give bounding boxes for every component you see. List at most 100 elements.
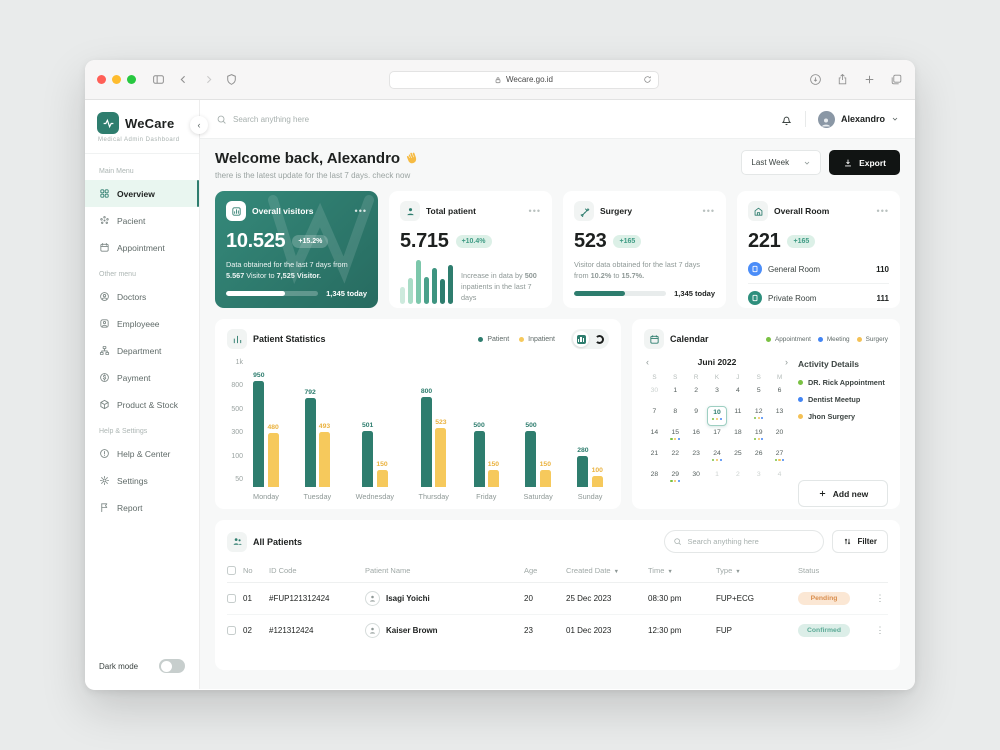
sidebar-item-employeee[interactable]: Employeee bbox=[85, 310, 199, 337]
row-checkbox[interactable] bbox=[227, 594, 236, 603]
doughnut-view-button[interactable] bbox=[591, 331, 607, 347]
back-icon[interactable] bbox=[177, 73, 190, 86]
sidebar-collapse-button[interactable]: ‹ bbox=[190, 116, 208, 134]
sidebar-item-pacient[interactable]: Pacient bbox=[85, 207, 199, 234]
calendar-day[interactable]: 17 bbox=[713, 429, 721, 436]
sidebar-item-settings[interactable]: Settings bbox=[85, 467, 199, 494]
calendar-day[interactable]: 25 bbox=[734, 450, 742, 457]
add-new-button[interactable]: Add new bbox=[798, 480, 888, 507]
sidebar-item-report[interactable]: Report bbox=[85, 494, 199, 521]
calendar-day[interactable]: 4 bbox=[735, 387, 740, 394]
bar-patient[interactable] bbox=[253, 381, 265, 487]
calendar-day[interactable]: 21 bbox=[650, 450, 659, 457]
calendar-day[interactable]: 28 bbox=[650, 471, 659, 478]
tab-overview-icon[interactable] bbox=[890, 73, 903, 86]
more-options-icon[interactable]: ••• bbox=[876, 206, 889, 216]
calendar-day[interactable]: 13 bbox=[775, 408, 784, 415]
new-tab-icon[interactable] bbox=[863, 73, 876, 86]
downloads-icon[interactable] bbox=[809, 73, 822, 86]
calendar-day[interactable]: 30 bbox=[650, 387, 659, 394]
column-header[interactable]: Type ▼ bbox=[716, 566, 741, 575]
calendar-day[interactable]: 3 bbox=[756, 471, 761, 478]
calendar-day[interactable]: 2 bbox=[735, 471, 740, 478]
more-options-icon[interactable]: ••• bbox=[702, 206, 715, 216]
sidebar-item-overview[interactable]: Overview bbox=[85, 180, 199, 207]
column-header[interactable]: Time ▼ bbox=[648, 566, 673, 575]
row-checkbox[interactable] bbox=[227, 626, 236, 635]
sidebar-item-help-center[interactable]: Help & Center bbox=[85, 440, 199, 467]
calendar-day[interactable]: 15 bbox=[665, 427, 686, 447]
calendar-day[interactable]: 10 bbox=[706, 406, 728, 426]
dark-mode-toggle[interactable] bbox=[159, 659, 185, 673]
sidebar-item-product-stock[interactable]: Product & Stock bbox=[85, 391, 199, 418]
calendar-day[interactable]: 14 bbox=[650, 429, 659, 436]
bar-inpatient[interactable] bbox=[487, 470, 499, 487]
calendar-day[interactable]: 16 bbox=[692, 429, 700, 436]
bar-view-button[interactable] bbox=[573, 331, 589, 347]
minimize-window-button[interactable] bbox=[112, 75, 121, 84]
bar-patient[interactable] bbox=[473, 431, 485, 487]
shield-icon[interactable] bbox=[225, 73, 238, 86]
calendar-day[interactable]: 19 bbox=[748, 427, 769, 447]
sidebar-item-doctors[interactable]: Doctors bbox=[85, 283, 199, 310]
table-search-input[interactable]: Search anything here bbox=[664, 530, 825, 553]
bar-inpatient[interactable] bbox=[376, 470, 388, 487]
bar-inpatient[interactable] bbox=[591, 476, 603, 487]
bar-patient[interactable] bbox=[304, 398, 316, 487]
column-header[interactable]: Created Date ▼ bbox=[566, 566, 620, 575]
calendar-day[interactable]: 30 bbox=[692, 471, 700, 478]
bar-patient[interactable] bbox=[525, 431, 537, 487]
calendar-day[interactable]: 12 bbox=[748, 406, 769, 426]
more-options-icon[interactable]: ••• bbox=[528, 206, 541, 216]
calendar-day[interactable]: 18 bbox=[734, 429, 742, 436]
calendar-day[interactable]: 24 bbox=[707, 448, 728, 468]
table-row[interactable]: 02 #121312424 Kaiser Brown 23 01 Dec 202… bbox=[227, 615, 888, 646]
address-bar[interactable]: Wecare.go.id bbox=[388, 70, 659, 89]
traffic-lights[interactable] bbox=[97, 75, 136, 84]
calendar-day[interactable]: 2 bbox=[694, 387, 699, 394]
bar-inpatient[interactable] bbox=[539, 470, 551, 487]
calendar-day[interactable]: 26 bbox=[754, 450, 763, 457]
calendar-day[interactable]: 11 bbox=[734, 408, 742, 415]
calendar-day[interactable]: 22 bbox=[671, 450, 680, 457]
select-all-checkbox[interactable] bbox=[227, 566, 236, 575]
bar-patient[interactable] bbox=[362, 431, 374, 487]
calendar-day[interactable]: 9 bbox=[694, 408, 699, 415]
calendar-day[interactable]: 29 bbox=[665, 469, 686, 489]
bar-patient[interactable] bbox=[577, 456, 589, 487]
next-month-button[interactable]: › bbox=[785, 357, 788, 367]
browser-sidebar-icon[interactable] bbox=[152, 73, 165, 86]
date-range-select[interactable]: Last Week bbox=[741, 150, 822, 175]
filter-button[interactable]: Filter bbox=[832, 530, 888, 553]
calendar-day[interactable]: 7 bbox=[652, 408, 657, 415]
export-button[interactable]: Export bbox=[829, 150, 900, 175]
table-row[interactable]: 01 #FUP121312424 Isagi Yoichi 20 25 Dec … bbox=[227, 583, 888, 615]
zoom-window-button[interactable] bbox=[127, 75, 136, 84]
close-window-button[interactable] bbox=[97, 75, 106, 84]
calendar-day[interactable]: 1 bbox=[715, 471, 719, 478]
calendar-day[interactable]: 4 bbox=[777, 471, 782, 478]
sidebar-item-department[interactable]: Department bbox=[85, 337, 199, 364]
calendar-day[interactable]: 20 bbox=[775, 429, 784, 436]
calendar-day[interactable]: 3 bbox=[715, 387, 719, 394]
bar-inpatient[interactable] bbox=[318, 432, 330, 487]
calendar-day[interactable]: 27 bbox=[769, 448, 790, 468]
sidebar-item-payment[interactable]: Payment bbox=[85, 364, 199, 391]
bar-inpatient[interactable] bbox=[267, 433, 279, 487]
forward-icon[interactable] bbox=[202, 73, 215, 86]
share-icon[interactable] bbox=[836, 73, 849, 86]
calendar-day[interactable]: 1 bbox=[673, 387, 678, 394]
more-options-icon[interactable]: ••• bbox=[354, 206, 367, 216]
bar-patient[interactable] bbox=[421, 397, 433, 487]
sidebar-item-appointment[interactable]: Appointment bbox=[85, 234, 199, 261]
row-kebab-menu-icon[interactable]: ⋮ bbox=[875, 593, 885, 603]
row-kebab-menu-icon[interactable]: ⋮ bbox=[875, 625, 885, 635]
calendar-day[interactable]: 6 bbox=[777, 387, 782, 394]
global-search-input[interactable]: Search anything here bbox=[216, 114, 780, 125]
calendar-day[interactable]: 23 bbox=[692, 450, 700, 457]
user-menu[interactable]: Alexandro bbox=[817, 110, 899, 128]
notifications-bell-icon[interactable] bbox=[780, 113, 793, 126]
bar-inpatient[interactable] bbox=[435, 428, 447, 487]
prev-month-button[interactable]: ‹ bbox=[646, 357, 649, 367]
calendar-day[interactable]: 5 bbox=[756, 387, 761, 394]
